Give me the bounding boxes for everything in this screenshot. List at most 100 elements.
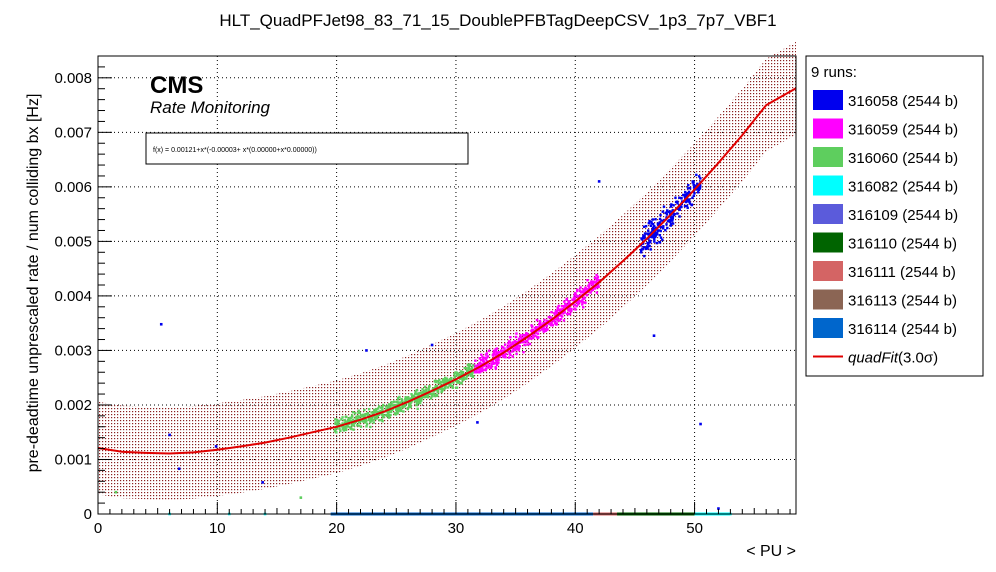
data-point — [433, 394, 436, 398]
data-point — [515, 345, 518, 349]
data-point — [440, 390, 443, 393]
data-point — [470, 368, 473, 371]
data-point — [367, 407, 371, 411]
data-point — [592, 280, 595, 283]
x-tick-label: 20 — [328, 520, 345, 537]
data-point — [588, 283, 591, 286]
data-point — [393, 412, 397, 415]
data-point — [487, 349, 491, 352]
data-point — [656, 222, 660, 225]
x-tick-label: 0 — [94, 520, 102, 537]
data-point — [579, 286, 582, 289]
legend-swatch — [813, 318, 843, 338]
data-point — [534, 334, 537, 337]
data-point — [654, 232, 657, 235]
data-point — [490, 360, 493, 363]
data-point — [593, 276, 597, 280]
data-point — [476, 365, 479, 368]
data-point — [351, 415, 354, 418]
data-point — [553, 317, 557, 321]
data-point — [653, 240, 656, 243]
data-point — [370, 419, 373, 422]
data-point — [451, 386, 454, 389]
data-point — [214, 445, 218, 448]
data-point — [354, 412, 357, 415]
x-tick-label: 30 — [448, 520, 465, 537]
data-point — [343, 419, 347, 422]
data-point — [685, 204, 689, 208]
data-point — [398, 405, 401, 409]
data-point — [661, 219, 664, 223]
data-point — [400, 399, 404, 402]
data-point — [353, 421, 357, 425]
data-point — [511, 355, 514, 358]
data-point — [575, 304, 578, 308]
data-point — [458, 377, 462, 380]
x-axis-title: < PU > — [746, 543, 796, 560]
data-point — [434, 379, 437, 382]
data-point — [596, 275, 600, 279]
data-point — [555, 322, 558, 325]
data-point — [409, 404, 412, 407]
data-point — [595, 273, 598, 277]
data-point — [669, 205, 673, 208]
data-point — [357, 415, 361, 419]
data-point — [542, 322, 545, 325]
data-point — [334, 421, 337, 424]
rate-monitoring-label: Rate Monitoring — [150, 98, 271, 117]
data-point — [484, 367, 488, 370]
data-point — [561, 312, 565, 315]
data-point — [538, 324, 542, 327]
data-point — [659, 225, 663, 229]
legend: 9 runs: 316058 (2544 b) 316059 (2544 b) 31… — [805, 55, 984, 377]
data-point — [448, 384, 451, 387]
data-point — [177, 467, 181, 471]
data-point — [342, 429, 346, 432]
data-point — [642, 236, 645, 239]
legend-entry-label: 316111 (2544 b) — [848, 264, 956, 281]
data-point — [648, 244, 651, 248]
data-point — [374, 417, 377, 421]
data-point — [493, 353, 497, 356]
data-point — [495, 347, 499, 350]
data-point — [640, 248, 643, 252]
data-point — [392, 400, 396, 403]
data-point — [350, 427, 353, 431]
data-point — [545, 324, 549, 328]
data-point — [366, 411, 370, 415]
data-point — [582, 306, 585, 309]
data-point — [478, 357, 481, 360]
data-point — [597, 180, 601, 183]
data-point — [680, 197, 683, 200]
data-point — [455, 379, 458, 383]
data-point — [501, 353, 504, 356]
data-point — [659, 236, 663, 239]
data-point — [370, 417, 373, 421]
legend-swatch — [813, 204, 843, 224]
data-point — [536, 326, 539, 329]
data-point — [520, 341, 523, 344]
data-point — [484, 357, 488, 361]
data-point — [466, 369, 469, 372]
data-point — [361, 413, 365, 417]
data-point — [474, 371, 477, 374]
data-point — [509, 336, 512, 339]
data-point — [430, 343, 434, 347]
data-point — [694, 184, 698, 187]
data-point — [561, 307, 565, 311]
data-point — [504, 356, 507, 359]
data-point — [531, 333, 535, 336]
data-point — [406, 406, 409, 410]
data-point — [672, 213, 675, 216]
data-point — [684, 200, 688, 204]
data-point — [650, 220, 653, 224]
data-point — [409, 398, 413, 401]
data-point — [574, 292, 577, 295]
data-point — [381, 403, 385, 407]
data-point — [433, 392, 436, 395]
data-point — [589, 281, 592, 285]
data-point — [357, 421, 361, 424]
data-point — [566, 304, 570, 307]
data-point — [382, 415, 385, 418]
data-point — [695, 173, 698, 177]
